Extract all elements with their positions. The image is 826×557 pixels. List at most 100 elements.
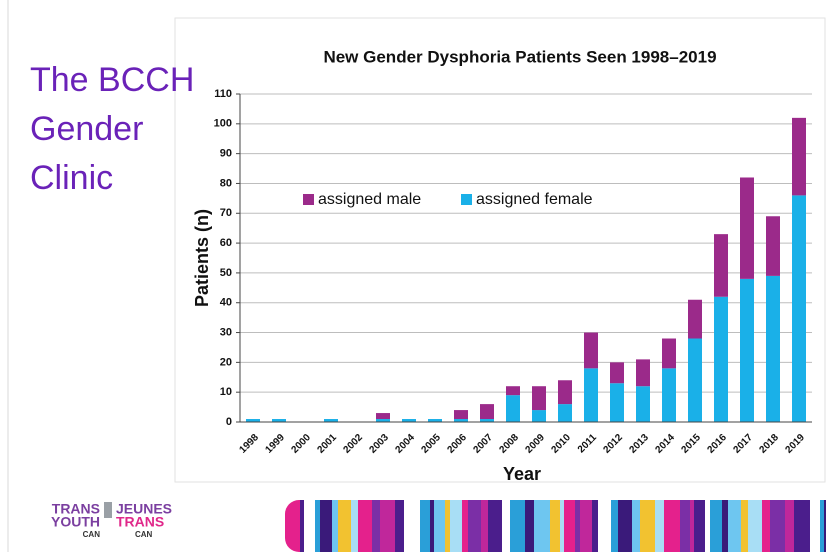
stripe xyxy=(748,500,762,552)
bar xyxy=(662,368,676,422)
stripe xyxy=(395,500,404,552)
stripe xyxy=(690,500,694,552)
stripe xyxy=(430,500,434,552)
stripe xyxy=(810,500,820,552)
bar xyxy=(506,395,520,422)
slide-title: The BCCH xyxy=(30,61,194,99)
logo: TRANS YOUTH CAN JEUNES TRANS CAN xyxy=(51,501,172,539)
stripe xyxy=(710,500,722,552)
bar xyxy=(506,386,520,395)
stripe xyxy=(560,500,564,552)
slide-title: Gender xyxy=(30,110,143,148)
stripe xyxy=(320,500,332,552)
y-axis-label: Patients (n) xyxy=(192,209,212,307)
bar xyxy=(688,300,702,339)
y-tick-label: 20 xyxy=(220,356,232,368)
bar xyxy=(636,359,650,386)
stripe xyxy=(785,500,794,552)
y-tick-label: 0 xyxy=(226,416,232,428)
stripe xyxy=(510,500,525,552)
bar xyxy=(454,410,468,419)
bar xyxy=(714,297,728,422)
stripe xyxy=(640,500,655,552)
stripe xyxy=(592,500,598,552)
stripe xyxy=(575,500,580,552)
stripe xyxy=(315,500,320,552)
stripe xyxy=(632,500,640,552)
stripe xyxy=(358,500,372,552)
stripe xyxy=(420,500,430,552)
chart-title: New Gender Dysphoria Patients Seen 1998–… xyxy=(323,47,716,66)
stripe xyxy=(525,500,534,552)
stripe xyxy=(770,500,785,552)
stripe xyxy=(380,500,395,552)
stripe xyxy=(351,500,358,552)
y-tick-label: 60 xyxy=(220,237,232,249)
stripe xyxy=(481,500,488,552)
stripe xyxy=(338,500,351,552)
bar xyxy=(532,386,546,410)
legend-swatch xyxy=(461,194,472,205)
y-tick-label: 30 xyxy=(220,326,232,338)
stripe xyxy=(820,500,824,552)
decorative-stripes xyxy=(285,500,826,552)
bar xyxy=(766,276,780,422)
stripe xyxy=(502,500,510,552)
bar xyxy=(584,368,598,422)
stripe xyxy=(580,500,592,552)
bar xyxy=(532,410,546,422)
legend-swatch xyxy=(303,194,314,205)
bar xyxy=(558,404,572,422)
stripe xyxy=(728,500,741,552)
y-tick-label: 90 xyxy=(220,148,232,160)
y-tick-label: 80 xyxy=(220,177,232,189)
stripe xyxy=(618,500,632,552)
logo-text: CAN xyxy=(83,530,101,539)
bar xyxy=(636,386,650,422)
stripe xyxy=(694,500,705,552)
bar xyxy=(610,383,624,422)
bar xyxy=(766,216,780,276)
x-axis-label: Year xyxy=(503,464,541,484)
legend-label: assigned female xyxy=(476,191,593,208)
logo-text: YOUTH xyxy=(51,514,100,530)
stripe xyxy=(445,500,450,552)
stripe xyxy=(462,500,468,552)
bar xyxy=(662,339,676,369)
stripe xyxy=(794,500,810,552)
bar xyxy=(792,118,806,196)
stripe xyxy=(741,500,748,552)
logo-text: CAN xyxy=(135,530,153,539)
stripe xyxy=(372,500,380,552)
bar xyxy=(584,333,598,369)
stripe xyxy=(611,500,618,552)
logo-icon xyxy=(104,502,112,518)
stripe xyxy=(598,500,611,552)
slide-title: Clinic xyxy=(30,159,113,197)
y-tick-label: 10 xyxy=(220,386,232,398)
y-tick-label: 100 xyxy=(214,118,232,130)
bar xyxy=(714,234,728,297)
legend-label: assigned male xyxy=(318,191,421,208)
stripe xyxy=(404,500,420,552)
stripe xyxy=(564,500,575,552)
stripe xyxy=(655,500,664,552)
stripe xyxy=(300,500,304,552)
y-tick-label: 40 xyxy=(220,297,232,309)
stripe xyxy=(722,500,728,552)
stripe xyxy=(488,500,502,552)
bar xyxy=(688,339,702,422)
stripe xyxy=(434,500,445,552)
bar xyxy=(558,380,572,404)
bar xyxy=(376,413,390,419)
y-tick-label: 70 xyxy=(220,207,232,219)
y-tick-label: 110 xyxy=(214,88,232,100)
stripe xyxy=(680,500,690,552)
bar xyxy=(792,195,806,422)
stripe xyxy=(762,500,770,552)
stripe xyxy=(550,500,560,552)
bar xyxy=(610,362,624,383)
stripe xyxy=(450,500,462,552)
stripe xyxy=(705,500,710,552)
y-tick-label: 50 xyxy=(220,267,232,279)
